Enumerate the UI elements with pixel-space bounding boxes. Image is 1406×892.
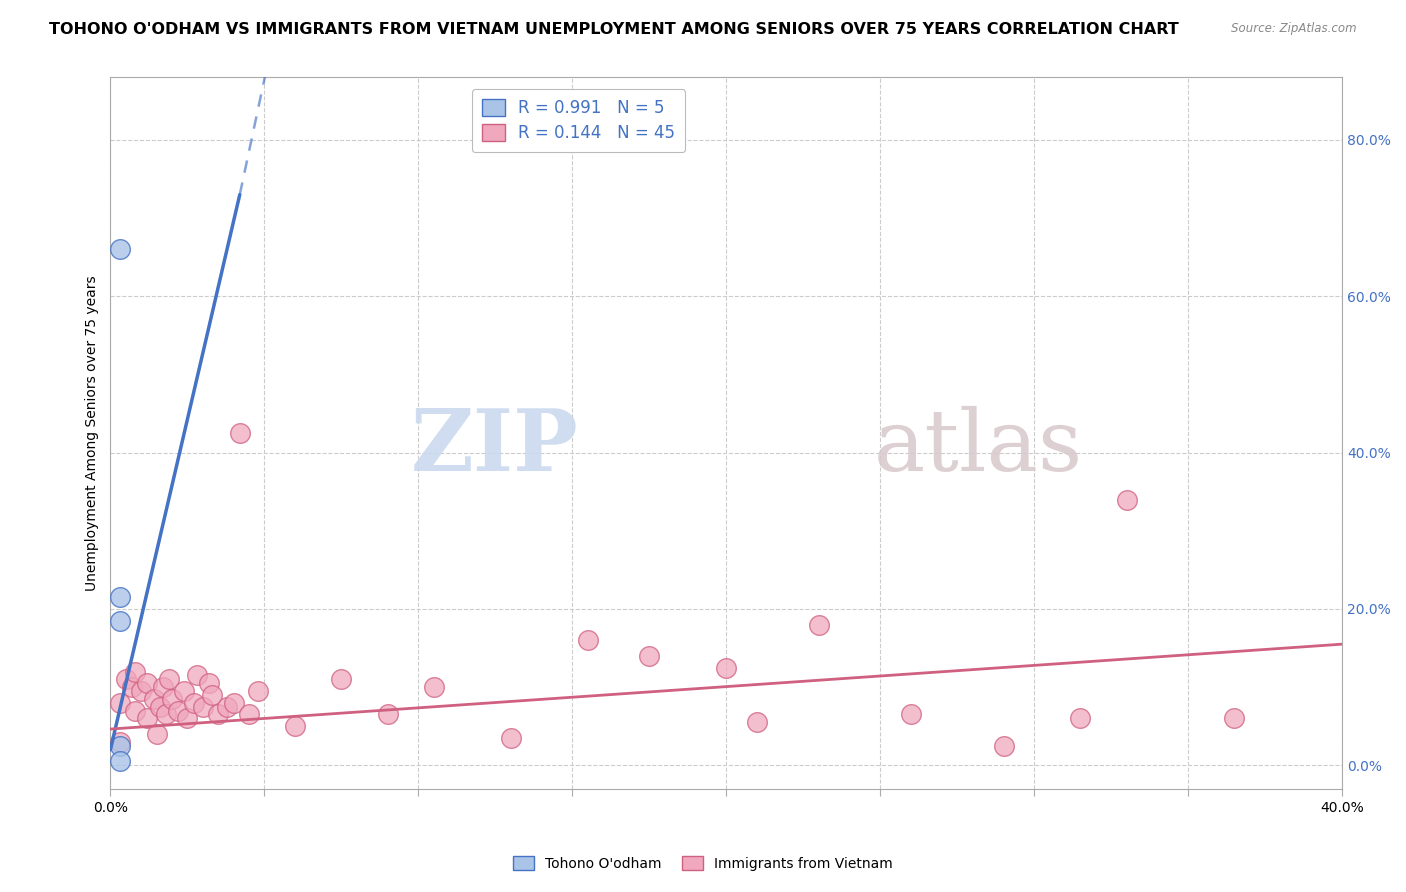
Text: ZIP: ZIP	[411, 405, 578, 490]
Point	[149, 699, 172, 714]
Point	[747, 715, 769, 730]
Point	[173, 684, 195, 698]
Point	[1223, 711, 1246, 725]
Point	[160, 691, 183, 706]
Point	[108, 243, 131, 257]
Point	[716, 660, 738, 674]
Point	[247, 684, 270, 698]
Point	[499, 731, 522, 745]
Point	[176, 711, 198, 725]
Point	[114, 673, 136, 687]
Point	[229, 426, 252, 441]
Point	[136, 711, 159, 725]
Point	[108, 739, 131, 753]
Point	[124, 665, 146, 679]
Point	[423, 680, 446, 694]
Point	[217, 699, 239, 714]
Point	[1069, 711, 1091, 725]
Point	[108, 591, 131, 605]
Point	[108, 696, 131, 710]
Point	[136, 676, 159, 690]
Point	[284, 719, 307, 733]
Point	[207, 707, 229, 722]
Point	[186, 668, 208, 682]
Text: Source: ZipAtlas.com: Source: ZipAtlas.com	[1232, 22, 1357, 36]
Point	[108, 735, 131, 749]
Point	[638, 648, 661, 663]
Point	[222, 696, 245, 710]
Point	[145, 727, 167, 741]
Point	[108, 755, 131, 769]
Point	[201, 688, 224, 702]
Point	[191, 699, 214, 714]
Point	[330, 673, 353, 687]
Text: atlas: atlas	[875, 406, 1083, 489]
Point	[377, 707, 399, 722]
Point	[183, 696, 205, 710]
Point	[807, 617, 830, 632]
Point	[129, 684, 152, 698]
Point	[124, 704, 146, 718]
Point	[238, 707, 260, 722]
Point	[167, 704, 190, 718]
Legend: R = 0.991   N = 5, R = 0.144   N = 45: R = 0.991 N = 5, R = 0.144 N = 45	[471, 89, 685, 153]
Point	[155, 707, 177, 722]
Point	[152, 680, 174, 694]
Point	[900, 707, 922, 722]
Point	[108, 614, 131, 628]
Point	[121, 680, 143, 694]
Point	[157, 673, 180, 687]
Point	[142, 691, 165, 706]
Text: TOHONO O'ODHAM VS IMMIGRANTS FROM VIETNAM UNEMPLOYMENT AMONG SENIORS OVER 75 YEA: TOHONO O'ODHAM VS IMMIGRANTS FROM VIETNA…	[49, 22, 1180, 37]
Point	[198, 676, 221, 690]
Y-axis label: Unemployment Among Seniors over 75 years: Unemployment Among Seniors over 75 years	[86, 276, 100, 591]
Legend: Tohono O'odham, Immigrants from Vietnam: Tohono O'odham, Immigrants from Vietnam	[508, 850, 898, 876]
Point	[576, 633, 599, 648]
Point	[993, 739, 1015, 753]
Point	[1115, 492, 1137, 507]
